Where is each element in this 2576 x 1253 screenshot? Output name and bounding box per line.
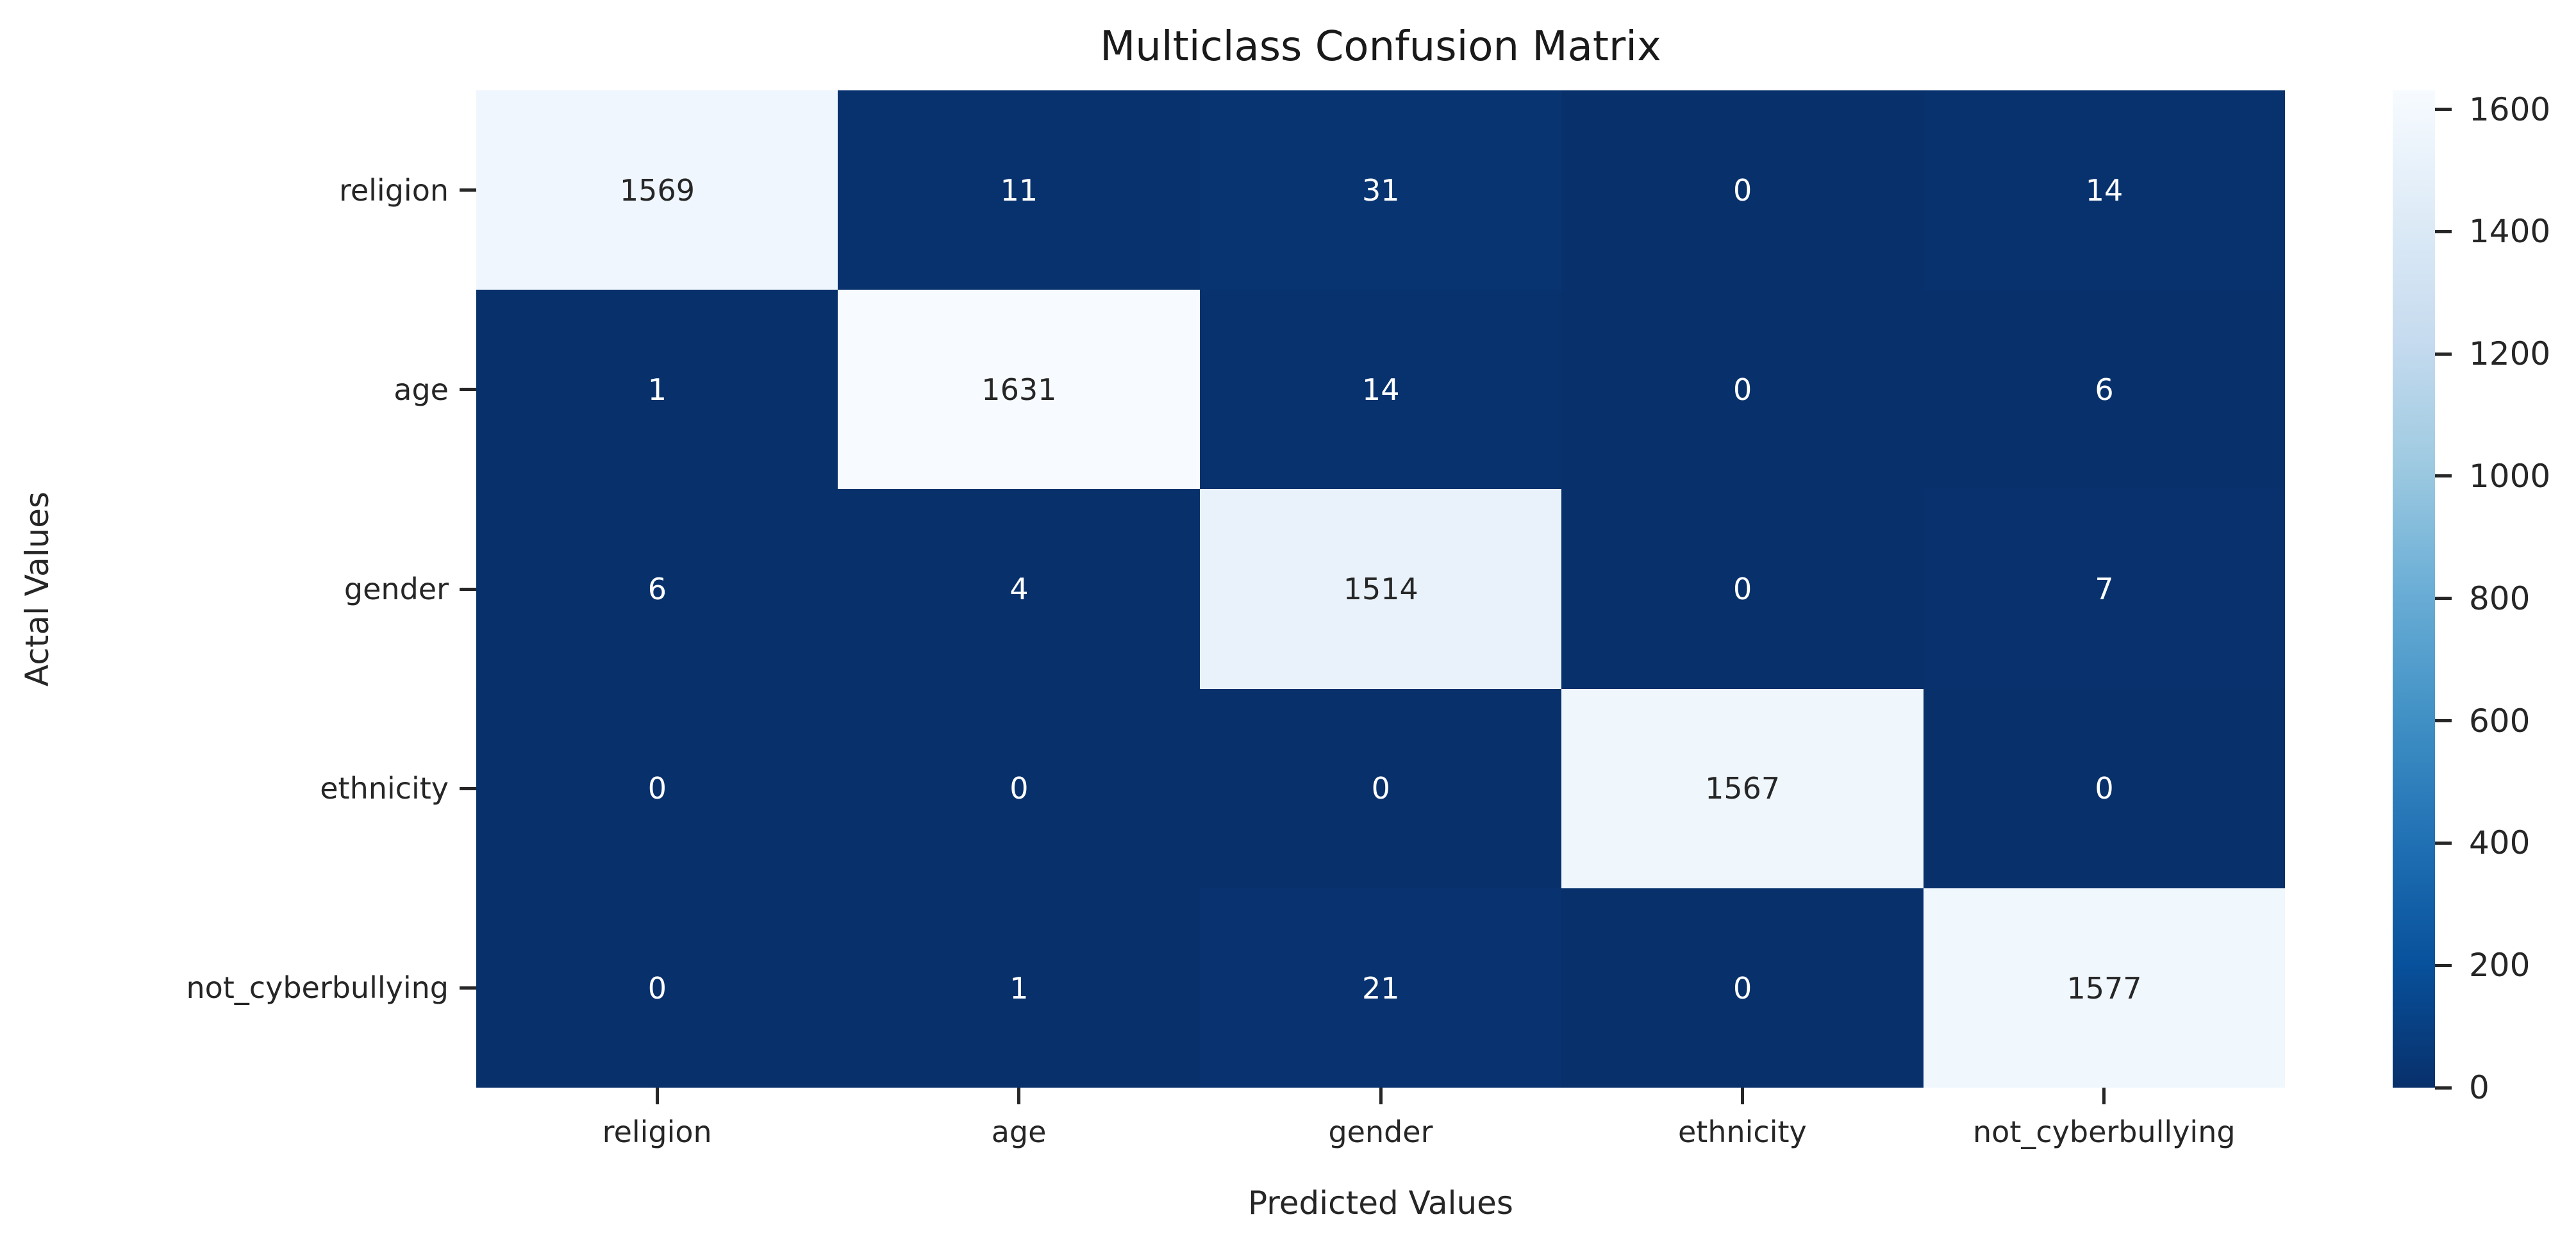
colorbar-tick-mark <box>2435 474 2452 478</box>
colorbar <box>2393 90 2435 1088</box>
heatmap-cell: 0 <box>1923 688 2286 889</box>
y-tick-mark <box>460 786 476 790</box>
x-tick-label: religion <box>602 1115 712 1149</box>
colorbar-tick-mark <box>2435 352 2452 356</box>
y-tick-mark <box>460 986 476 990</box>
heatmap-cell: 1577 <box>1923 888 2286 1088</box>
colorbar-tick-label: 400 <box>2469 824 2530 862</box>
heatmap-cell: 1569 <box>476 90 838 290</box>
x-tick-mark <box>1379 1088 1383 1104</box>
y-tick-label: not_cyberbullying <box>186 970 449 1006</box>
y-tick-mark <box>460 587 476 591</box>
heatmap-grid: 1569 11 31 0 14 1 1631 14 0 6 6 4 1514 0 7 0 0 0 1567 0 0 1 21… <box>476 90 2286 1088</box>
heatmap-cell: 0 <box>1561 489 1924 690</box>
y-tick-label: gender <box>344 572 449 606</box>
colorbar-tick-label: 1400 <box>2469 213 2551 251</box>
colorbar-tick-mark <box>2435 963 2452 967</box>
x-tick-label: ethnicity <box>1678 1115 1807 1149</box>
y-tick-label: ethnicity <box>320 771 449 806</box>
colorbar-tick-label: 800 <box>2469 579 2530 617</box>
colorbar-tick-mark <box>2435 229 2452 233</box>
x-tick-label: not_cyberbullying <box>1973 1115 2236 1149</box>
colorbar-tick-mark <box>2435 597 2452 601</box>
x-tick-mark <box>655 1088 659 1104</box>
colorbar-tick-mark <box>2435 1086 2452 1090</box>
colorbar-tick-mark <box>2435 719 2452 723</box>
x-tick-mark <box>2102 1088 2106 1104</box>
heatmap-cell: 6 <box>1923 290 2286 490</box>
colorbar-tick-mark <box>2435 841 2452 845</box>
heatmap-cell: 7 <box>1923 489 2286 690</box>
heatmap-cell: 0 <box>838 688 1201 889</box>
heatmap-cell: 0 <box>1199 688 1562 889</box>
heatmap-cell: 4 <box>838 489 1201 690</box>
heatmap-cell: 14 <box>1199 290 1562 490</box>
chart-title: Multiclass Confusion Matrix <box>1100 23 1661 71</box>
x-axis-label: Predicted Values <box>1248 1184 1513 1222</box>
colorbar-tick-label: 1000 <box>2469 457 2551 495</box>
colorbar-tick-label: 1200 <box>2469 335 2551 373</box>
heatmap-cell: 0 <box>1561 888 1924 1088</box>
heatmap-cell: 0 <box>476 888 838 1088</box>
x-tick-label: age <box>991 1115 1047 1149</box>
y-tick-mark <box>460 188 476 192</box>
colorbar-tick-label: 200 <box>2469 947 2530 984</box>
x-tick-label: gender <box>1328 1115 1433 1149</box>
heatmap-cell: 6 <box>476 489 838 690</box>
colorbar-gradient <box>2393 90 2435 1088</box>
y-tick-label: age <box>394 372 449 407</box>
heatmap-cell: 1514 <box>1199 489 1562 690</box>
heatmap-cell: 14 <box>1923 90 2286 290</box>
x-tick-mark <box>1740 1088 1744 1104</box>
heatmap-cell: 0 <box>1561 290 1924 490</box>
colorbar-tick-label: 0 <box>2469 1069 2489 1106</box>
heatmap-cell: 1567 <box>1561 688 1924 889</box>
heatmap-cell: 1 <box>476 290 838 490</box>
heatmap-cell: 1631 <box>838 290 1201 490</box>
heatmap-cell: 0 <box>476 688 838 889</box>
heatmap-cell: 11 <box>838 90 1201 290</box>
y-tick-label: religion <box>338 172 449 208</box>
y-tick-mark <box>460 388 476 392</box>
heatmap-cell: 0 <box>1561 90 1924 290</box>
colorbar-tick-label: 600 <box>2469 702 2530 740</box>
heatmap-cell: 1 <box>838 888 1201 1088</box>
heatmap-cell: 21 <box>1199 888 1562 1088</box>
colorbar-tick-mark <box>2435 108 2452 112</box>
colorbar-tick-label: 1600 <box>2469 90 2551 128</box>
heatmap-cell: 31 <box>1199 90 1562 290</box>
x-tick-mark <box>1017 1088 1021 1104</box>
